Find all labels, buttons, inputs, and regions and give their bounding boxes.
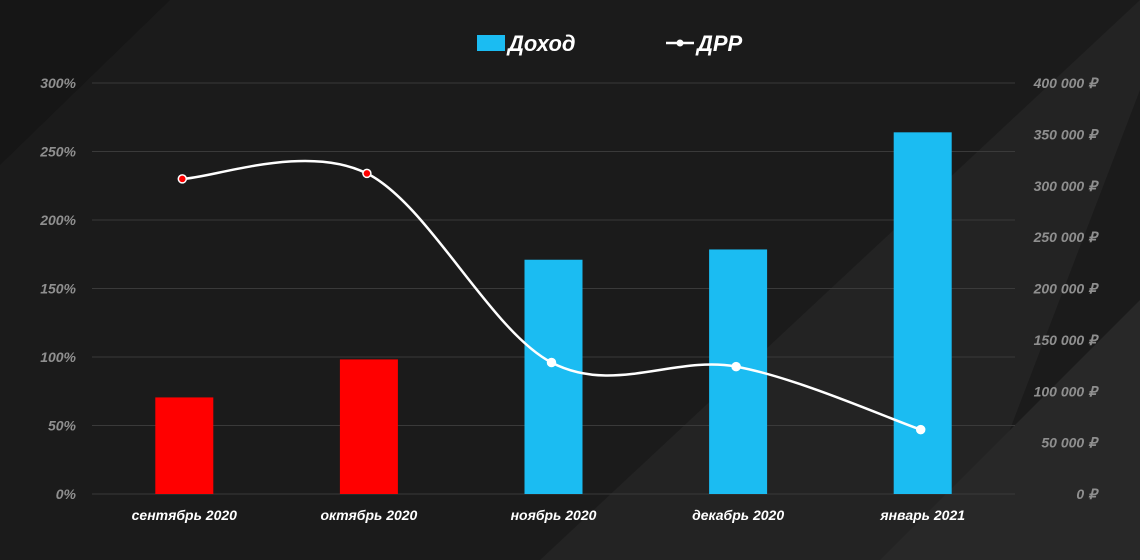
right-tick-label: 350 000 ₽ — [1034, 126, 1099, 142]
right-tick-label: 150 000 ₽ — [1034, 332, 1099, 348]
drr-point — [731, 361, 741, 372]
revenue-bar — [893, 132, 952, 494]
left-tick-label: 300% — [40, 75, 76, 91]
legend-label-revenue: Доход — [506, 31, 576, 56]
legend-swatch-point — [676, 39, 684, 47]
drr-point — [362, 168, 372, 179]
drr-point — [177, 174, 188, 184]
right-axis: 0 ₽ 50 000 ₽ 100 000 ₽ 150 000 ₽ 200 000 ₽ 25… — [1033, 75, 1099, 502]
drr-line — [177, 159, 926, 435]
left-tick-label: 100% — [40, 349, 76, 365]
category-label: январь 2021 — [879, 507, 965, 523]
revenue-bar — [155, 397, 214, 494]
left-tick-label: 50% — [48, 418, 77, 434]
x-axis: сентябрь 2020 октябрь 2020 ноябрь 2020 дека… — [132, 507, 966, 523]
right-tick-label: 200 000 ₽ — [1033, 281, 1099, 297]
category-label: сентябрь 2020 — [132, 507, 238, 523]
category-label: декабрь 2020 — [692, 507, 784, 523]
legend: Доход ДРР — [477, 31, 743, 56]
right-tick-label: 50 000 ₽ — [1041, 435, 1099, 451]
left-tick-label: 0% — [56, 486, 77, 502]
legend-swatch-revenue — [477, 35, 505, 51]
right-tick-label: 300 000 ₽ — [1034, 178, 1099, 194]
right-tick-label: 250 000 ₽ — [1033, 229, 1099, 245]
left-tick-label: 200% — [39, 212, 76, 228]
revenue-bars — [155, 132, 952, 494]
right-tick-label: 400 000 ₽ — [1033, 75, 1099, 91]
category-label: ноябрь 2020 — [511, 507, 597, 523]
left-axis: 0% 50% 100% 150% 200% 250% 300% — [39, 75, 76, 502]
revenue-bar — [524, 259, 583, 494]
left-tick-label: 150% — [40, 281, 76, 297]
revenue-bar — [339, 359, 398, 494]
right-tick-label: 100 000 ₽ — [1034, 383, 1099, 399]
left-tick-label: 250% — [39, 144, 76, 160]
drr-point — [915, 424, 926, 435]
legend-label-drr: ДРР — [695, 31, 743, 56]
right-tick-label: 0 ₽ — [1076, 486, 1099, 502]
category-label: октябрь 2020 — [320, 507, 417, 523]
drr-point — [546, 357, 557, 368]
